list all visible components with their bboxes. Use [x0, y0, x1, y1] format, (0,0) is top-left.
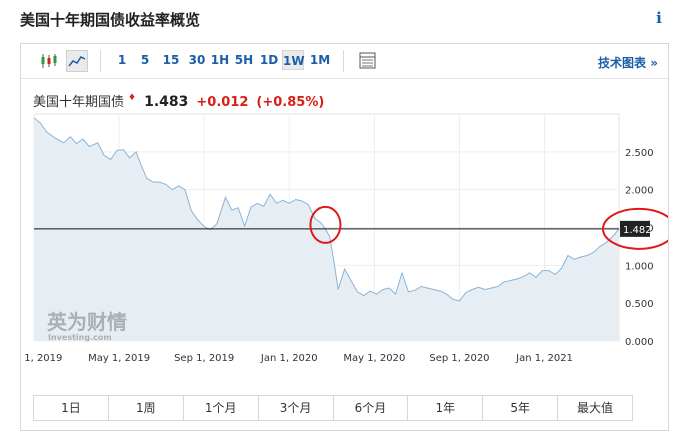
interval-button-1[interactable]: 1 [117, 53, 127, 67]
chart-toolbar: 1 5 15 30 1H 5H 1D 1W 1M 技术图表 » [21, 44, 668, 79]
x-tick-label: Jan 1, 2020 [260, 353, 318, 364]
interval-button-1m[interactable]: 1M [309, 53, 331, 67]
series-line [33, 117, 620, 302]
y-tick-label: 2.000 [625, 186, 654, 197]
price-change: +0.012 [196, 95, 249, 110]
y-tick-label: 0.500 [625, 299, 654, 310]
chart-panel: 1 5 15 30 1H 5H 1D 1W 1M 技术图表 » 美国十年期国债 ♦ 1.483 +0.… [20, 43, 669, 431]
x-tick-label: May 1, 2020 [343, 353, 405, 364]
quote-header: 美国十年期国债 ♦ 1.483 +0.012 (+0.85%) [33, 91, 324, 110]
page-title: 美国十年期国债收益率概览 [20, 11, 201, 29]
interval-button-5[interactable]: 5 [140, 53, 150, 67]
x-tick-label: May 1, 2019 [88, 353, 150, 364]
range-tab-6[interactable]: 5年 [483, 396, 559, 420]
interval-button-30[interactable]: 30 [188, 53, 206, 67]
interval-button-15[interactable]: 15 [162, 53, 180, 67]
instrument-name: 美国十年期国债 [33, 95, 125, 110]
candlestick-icon[interactable] [39, 52, 59, 70]
range-tab-0[interactable]: 1日 [34, 396, 109, 420]
y-tick-label: 0.000 [625, 337, 654, 348]
range-tab-5[interactable]: 1年 [408, 396, 484, 420]
interval-button-1h[interactable]: 1H [210, 53, 230, 67]
annotation-circle-drop [309, 205, 342, 244]
x-tick-label: Sep 1, 2020 [429, 353, 489, 364]
range-tab-3[interactable]: 3个月 [259, 396, 334, 420]
series-area [34, 117, 619, 341]
x-tick-label: Jan 1, 2021 [515, 353, 573, 364]
x-tick-label: Sep 1, 2019 [174, 353, 234, 364]
range-tab-4[interactable]: 6个月 [334, 396, 409, 420]
toolbar-separator [343, 50, 344, 72]
watermark-subtext: Investing.com [48, 333, 112, 342]
watermark-logo: 英为财情 [47, 310, 127, 334]
info-icon[interactable]: i [656, 9, 662, 27]
x-tick-label: Jan 1, 2019 [21, 353, 62, 364]
y-tick-label: 1.000 [625, 261, 654, 272]
interval-button-5h[interactable]: 5H [234, 53, 254, 67]
live-indicator-icon: ♦ [128, 93, 137, 103]
area-chart-icon[interactable] [66, 50, 88, 72]
last-value-badge [620, 220, 650, 237]
price-change-percent: (+0.85%) [256, 95, 325, 110]
last-price: 1.483 [144, 94, 189, 110]
range-tab-2[interactable]: 1个月 [184, 396, 259, 420]
y-tick-label: 2.500 [625, 148, 654, 159]
interval-button-1d[interactable]: 1D [259, 53, 279, 67]
range-tab-7[interactable]: 最大值 [577, 401, 614, 415]
tech-chart-label: 技术图表 [598, 56, 647, 70]
toolbar-separator [100, 50, 101, 72]
double-chevron-right-icon: » [650, 56, 658, 70]
range-tabs: 1日 1周 1个月 3个月 6个月 1年 5年 最大值 [33, 395, 633, 421]
table-icon[interactable] [358, 52, 378, 70]
annotation-circle-last [602, 207, 668, 250]
last-value-label: 1.482 [623, 225, 652, 236]
interval-button-1w[interactable]: 1W [282, 50, 305, 70]
tech-chart-link[interactable]: 技术图表 » [598, 54, 658, 71]
range-tab-1[interactable]: 1周 [109, 396, 184, 420]
